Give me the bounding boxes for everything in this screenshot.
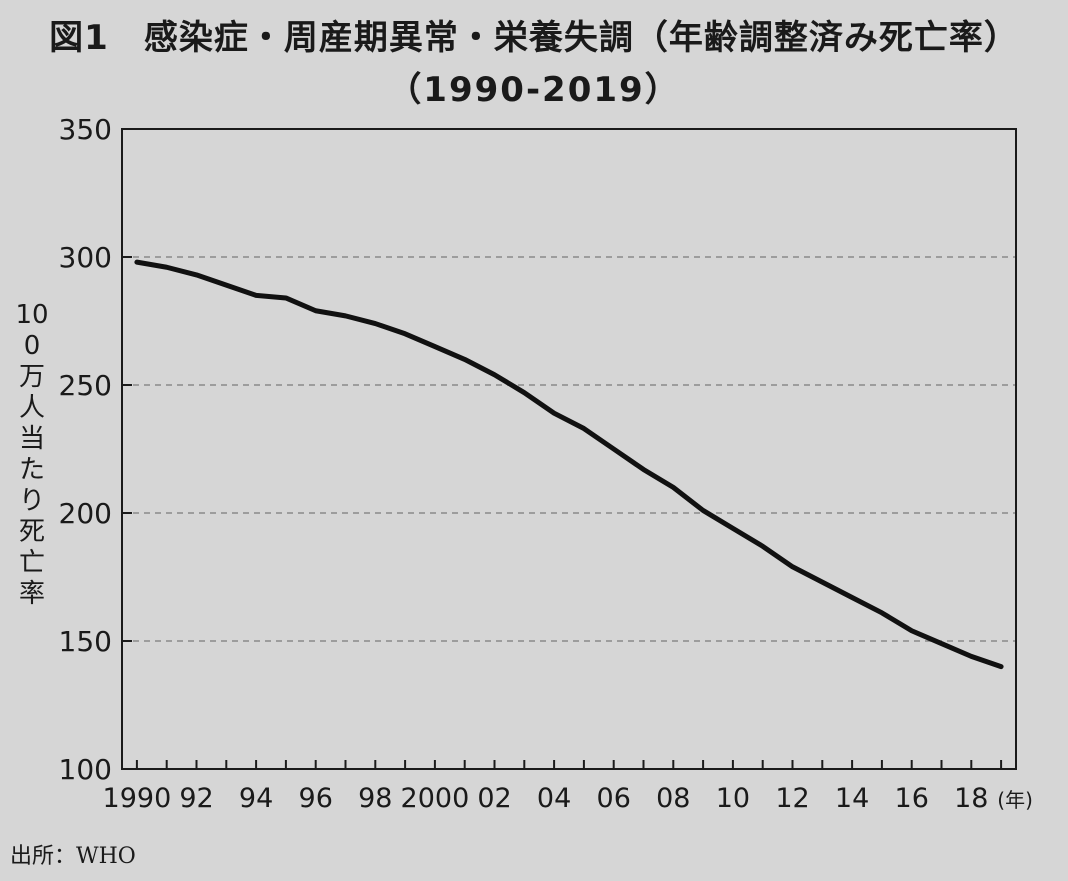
source-note: 出所：WHO [10, 844, 136, 869]
x-tick-label: 1990 [103, 783, 172, 814]
x-tick-label: 2000 [401, 783, 470, 814]
x-tick-label: 06 [597, 783, 631, 814]
y-tick-label: 300 [59, 241, 112, 274]
x-tick-label: 18 [954, 783, 988, 814]
x-tick-label: 98 [358, 783, 392, 814]
series-line [134, 259, 1004, 670]
x-tick-label: 92 [179, 783, 213, 814]
chart-subtitle: （1990-2019） [387, 70, 681, 110]
y-tick-label: 350 [59, 113, 112, 146]
x-tick-label: 12 [775, 783, 809, 814]
x-tick-label: 94 [239, 783, 273, 814]
y-axis-label: 100万人当たり死亡率 [15, 300, 49, 609]
chart-title: 図1 感染症・周産期異常・栄養失調（年齢調整済み死亡率） [49, 18, 1019, 58]
y-tick-label: 150 [59, 625, 112, 658]
x-tick-label: 08 [656, 783, 690, 814]
x-tick-label: 04 [537, 783, 571, 814]
x-tick-label: 16 [895, 783, 929, 814]
x-tick-label: 14 [835, 783, 869, 814]
x-tick-label: 10 [716, 783, 750, 814]
x-tick-label: 96 [299, 783, 333, 814]
x-tick-label: 02 [477, 783, 511, 814]
y-tick-label: 100 [59, 753, 112, 786]
y-tick-label: 250 [59, 369, 112, 402]
x-axis-unit-label: (年) [997, 788, 1033, 812]
plot-area-frame [121, 128, 1017, 770]
y-tick-label: 200 [59, 497, 112, 530]
